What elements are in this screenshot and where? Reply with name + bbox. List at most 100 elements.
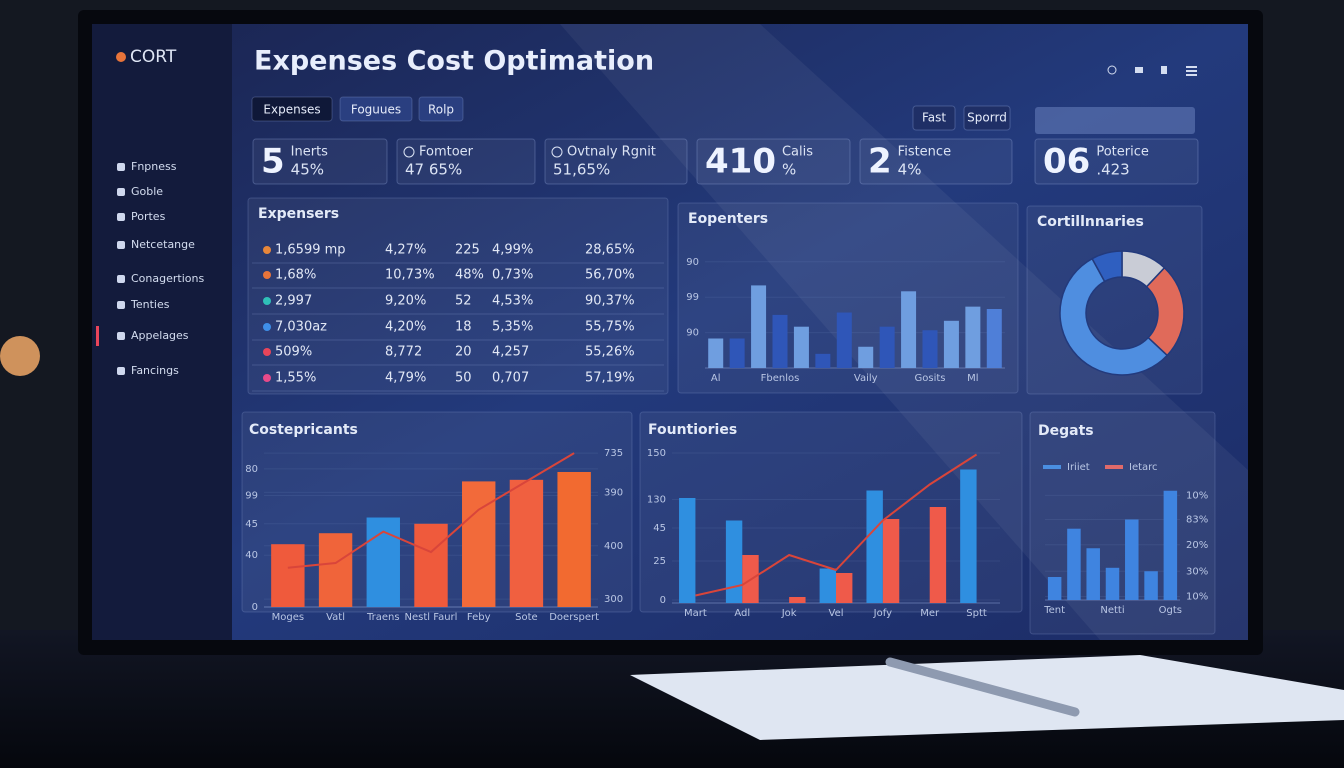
bar — [960, 469, 977, 603]
table-cell: 50 — [455, 371, 472, 386]
line — [695, 453, 978, 597]
table-cell: 56,70% — [585, 268, 635, 283]
icon[interactable] — [1135, 67, 1143, 73]
tick-label: 10% — [1186, 592, 1208, 603]
menu-icon[interactable] — [1186, 74, 1197, 76]
x-tick-label: Gosits — [915, 373, 946, 384]
row-dot — [263, 374, 271, 382]
nav-active — [96, 326, 99, 346]
nav-icon — [117, 301, 125, 309]
tick-label: 45 — [245, 519, 258, 530]
x-tick-label: Mart — [684, 608, 707, 619]
bar — [1105, 567, 1120, 600]
row-dot — [263, 323, 271, 331]
bar — [836, 312, 852, 368]
bar — [819, 568, 836, 603]
kpi-label: Inerts — [291, 145, 329, 160]
tab[interactable] — [339, 96, 413, 122]
table-cell: 4,257 — [492, 345, 529, 360]
table-cell: 90,37% — [585, 294, 635, 309]
bar — [965, 306, 981, 368]
nav-item[interactable]: Appelages — [131, 329, 189, 342]
kpi-card — [859, 138, 1013, 185]
table-cell: 4,20% — [385, 320, 426, 335]
donut-slice — [1059, 257, 1169, 376]
x-tick-label: Feby — [467, 612, 491, 623]
table-cell: 1,55% — [275, 371, 316, 386]
row-dot — [263, 297, 271, 305]
sidebar — [92, 24, 232, 640]
nav-item[interactable]: Portes — [131, 210, 166, 223]
table-cell: 5,35% — [492, 320, 533, 335]
nav-item[interactable]: Netcetange — [131, 238, 195, 251]
kpi-big: 5 — [261, 142, 285, 182]
menu-icon[interactable] — [1186, 70, 1197, 72]
bar — [922, 330, 938, 368]
brand-icon — [116, 52, 126, 62]
tick-label: 99 — [686, 292, 699, 303]
button[interactable] — [912, 105, 956, 131]
bar — [1067, 528, 1081, 600]
menu-icon[interactable] — [1186, 66, 1197, 68]
nav-item[interactable]: Fnpness — [131, 160, 177, 173]
table-cell: 10,73% — [385, 268, 435, 283]
table-cell: 4,27% — [385, 243, 426, 258]
bar — [866, 490, 883, 603]
x-tick-label: Sote — [515, 612, 538, 623]
panel-title: Eopenters — [688, 211, 768, 227]
button[interactable] — [963, 105, 1011, 131]
nav-item[interactable]: Fancings — [131, 364, 179, 377]
icon[interactable] — [1161, 66, 1167, 74]
kpi-label: Fomtoer — [419, 145, 474, 160]
bar — [986, 309, 1002, 368]
bar — [815, 353, 831, 368]
bar — [509, 479, 544, 607]
panel — [247, 197, 669, 395]
x-tick-label: Traens — [366, 612, 400, 623]
tab[interactable] — [251, 96, 333, 122]
bar — [557, 471, 591, 607]
x-tick-label: Mer — [920, 608, 940, 619]
table-cell: 28,65% — [585, 243, 635, 258]
content: Fnpness Goble Portes Netcetange Conagertions… — [96, 96, 1208, 623]
bar — [1163, 490, 1178, 600]
button-label[interactable]: Fast — [922, 111, 946, 125]
bar — [318, 533, 353, 607]
tick-label: 0 — [660, 595, 666, 606]
toolbar[interactable] — [1035, 107, 1195, 134]
kpi-icon — [403, 146, 415, 158]
table-cell: 0,707 — [492, 371, 529, 386]
nav-icon — [117, 332, 125, 340]
table-cell: 1,68% — [275, 268, 316, 283]
table-cell: 52 — [455, 294, 472, 309]
kpi-value: 4% — [898, 161, 922, 179]
kpi-label: Fistence — [898, 145, 951, 160]
x-tick-label: Netti — [1100, 605, 1124, 616]
x-tick-label: Jofy — [873, 608, 892, 619]
table-cell: 2,997 — [275, 294, 312, 309]
kpi-card — [1034, 138, 1199, 185]
nav-icon — [117, 275, 125, 283]
table-cell: 20 — [455, 345, 472, 360]
nav-icon — [117, 367, 125, 375]
x-tick-label: Jok — [781, 608, 797, 619]
kpi-value: .423 — [1096, 161, 1129, 179]
x-tick-label: Vaily — [854, 373, 878, 384]
kpi-card — [696, 138, 851, 185]
table-cell: 0,73% — [492, 268, 533, 283]
search-icon[interactable] — [1107, 65, 1117, 75]
nav-item[interactable]: Goble — [131, 185, 163, 198]
bar — [414, 523, 448, 607]
tick-label: 40 — [245, 550, 258, 561]
tab-label[interactable]: Rolp — [428, 103, 454, 117]
tab[interactable] — [418, 96, 464, 122]
nav-item[interactable]: Tenties — [130, 298, 170, 311]
button-label[interactable]: Sporrd — [967, 111, 1007, 125]
nav-item[interactable]: Conagertions — [131, 272, 204, 285]
table-cell: 1,6599 mp — [275, 243, 346, 258]
table-cell: 18 — [455, 320, 472, 335]
table-cell: 4,99% — [492, 243, 533, 258]
x-tick-label: Ml — [967, 373, 978, 384]
tab-label[interactable]: Foguues — [351, 103, 401, 117]
tab-label[interactable]: Expenses — [263, 103, 320, 117]
